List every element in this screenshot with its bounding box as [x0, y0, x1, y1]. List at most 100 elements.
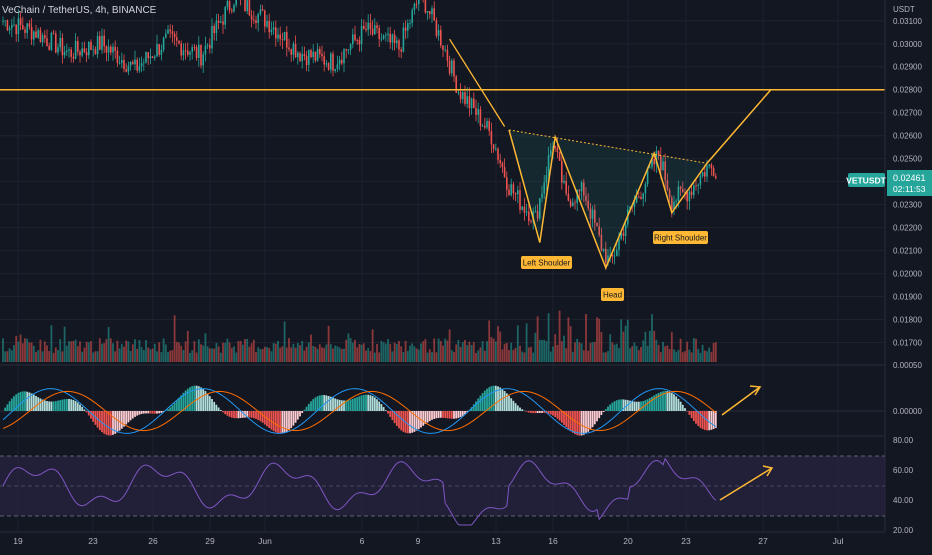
volume-bar — [218, 346, 220, 362]
macd-histogram-bar — [713, 411, 715, 429]
macd-axis-tick: 0.00050 — [893, 361, 922, 370]
macd-histogram-bar — [70, 399, 72, 411]
volume-bar — [460, 347, 462, 362]
candle-body — [462, 92, 464, 99]
symbol-title[interactable]: VeChain / TetherUS, 4h, BINANCE — [2, 5, 157, 16]
macd-histogram-bar — [143, 411, 145, 414]
candle-body — [574, 203, 576, 204]
volume-bar — [348, 333, 350, 362]
macd-histogram-bar — [416, 411, 418, 431]
volume-bar — [614, 345, 616, 362]
candle-body — [301, 54, 303, 61]
candle-body — [224, 7, 226, 25]
candle-body — [264, 11, 266, 27]
volume-bar — [59, 339, 61, 362]
macd-histogram-bar — [224, 411, 226, 414]
candle-body — [275, 27, 277, 38]
volume-bar — [174, 315, 176, 362]
candle-body — [638, 197, 640, 198]
macd-histogram-bar — [711, 411, 713, 430]
volume-bar — [119, 348, 121, 362]
macd-histogram-bar — [176, 400, 178, 411]
volume-bar — [372, 329, 374, 362]
candle-body — [370, 23, 372, 29]
volume-bar — [370, 351, 372, 362]
volume-bar — [334, 346, 336, 362]
macd-histogram-bar — [46, 401, 48, 411]
volume-bar — [620, 319, 622, 362]
volume-bar — [625, 326, 627, 362]
volume-bar — [647, 346, 649, 362]
macd-histogram-bar — [86, 411, 88, 412]
candle-body — [99, 36, 101, 50]
macd-histogram-bar — [11, 399, 13, 411]
macd-histogram-bar — [9, 401, 11, 411]
candle-body — [194, 47, 196, 48]
candle-body — [26, 23, 28, 33]
candle-body — [308, 50, 310, 65]
candle-body — [257, 14, 259, 23]
volume-bar — [697, 349, 699, 362]
macd-histogram-bar — [539, 411, 541, 413]
volume-bar — [213, 349, 215, 362]
candle-body — [9, 28, 11, 30]
time-axis-tick: Jun — [258, 536, 272, 546]
price-axis-tick: 0.01800 — [893, 316, 922, 325]
macd-histogram-bar — [29, 392, 31, 411]
volume-bar — [376, 344, 378, 362]
volume-bar — [405, 341, 407, 362]
candle-body — [513, 184, 515, 193]
volume-bar — [442, 346, 444, 362]
volume-bar — [75, 340, 77, 362]
candle-body — [396, 40, 398, 43]
volume-bar — [101, 344, 103, 362]
label-right-shoulder[interactable]: Right Shoulder — [653, 231, 708, 244]
volume-bar — [244, 339, 246, 362]
macd-histogram-bar — [554, 411, 556, 417]
macd-histogram-bar — [231, 411, 233, 418]
volume-bar — [550, 352, 552, 362]
macd-histogram-bar — [495, 386, 497, 411]
macd-histogram-bar — [680, 402, 682, 411]
price-axis-tick: 0.02300 — [893, 201, 922, 210]
volume-bar — [504, 344, 506, 362]
candle-body — [24, 30, 26, 33]
volume-bar — [660, 352, 662, 362]
candle-body — [387, 34, 389, 35]
candle-body — [425, 0, 427, 13]
macd-histogram-bar — [306, 407, 308, 411]
volume-bar — [238, 341, 240, 362]
volume-bar — [596, 317, 598, 362]
macd-histogram-bar — [451, 411, 453, 419]
volume-bar — [84, 348, 86, 362]
volume-bar — [691, 352, 693, 362]
macd-histogram-bar — [667, 391, 669, 411]
volume-bar — [88, 342, 90, 362]
label-head[interactable]: Head — [601, 288, 624, 301]
volume-bar — [658, 345, 660, 362]
macd-histogram-bar — [57, 401, 59, 411]
candle-body — [46, 38, 48, 46]
macd-histogram-bar — [66, 399, 68, 411]
macd-histogram-bar — [227, 411, 229, 416]
candle-body — [389, 34, 391, 43]
macd-histogram-bar — [574, 411, 576, 434]
volume-bar — [132, 344, 134, 362]
candle-body — [447, 50, 449, 61]
candle-body — [559, 152, 561, 161]
volume-bar — [521, 352, 523, 362]
volume-bar — [651, 314, 653, 362]
volume-bar — [90, 341, 92, 362]
volume-bar — [288, 338, 290, 362]
volume-bar — [561, 341, 563, 362]
volume-bar — [673, 349, 675, 362]
macd-histogram-bar — [396, 411, 398, 426]
label-left-shoulder[interactable]: Left Shoulder — [521, 256, 572, 269]
candle-body — [290, 49, 292, 55]
volume-bar — [271, 351, 273, 362]
volume-bar — [156, 351, 158, 362]
candle-body — [268, 21, 270, 32]
volume-bar — [616, 344, 618, 362]
